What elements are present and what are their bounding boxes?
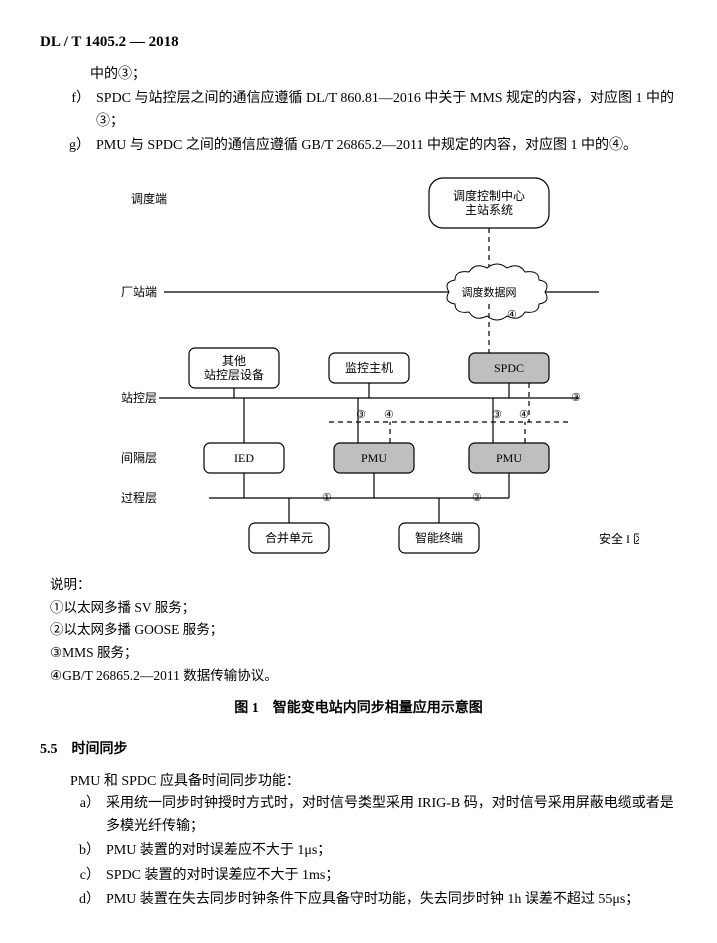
svg-text:合并单元: 合并单元 <box>264 530 312 545</box>
svg-text:站控层: 站控层 <box>120 391 156 405</box>
diagram-legend: 说明： ①以太网多播 SV 服务；②以太网多播 GOOSE 服务；③MMS 服务… <box>50 574 677 689</box>
legend-item: ①以太网多播 SV 服务； <box>50 597 677 620</box>
list-item-text: 采用统一同步时钟授时方式时，对时信号类型采用 IRIG-B 码，对时信号采用屏蔽… <box>106 793 677 838</box>
document-number: DL / T 1405.2 — 2018 <box>40 30 677 54</box>
svg-text:厂站端: 厂站端 <box>120 285 156 299</box>
svg-text:③: ③ <box>356 409 366 421</box>
list-item: g） PMU 与 SPDC 之间的通信应遵循 GB/T 26865.2—2011 … <box>60 135 677 157</box>
list-item: d） PMU 装置在失去同步时钟条件下应具备守时功能，失去同步时钟 1h 误差不超… <box>70 889 677 911</box>
svg-text:①: ① <box>322 492 332 504</box>
top-item-list: f）SPDC 与站控层之间的通信应遵循 DL/T 860.81—2016 中关于… <box>40 88 677 157</box>
list-item-label: c） <box>70 865 100 887</box>
svg-text:主站系统: 主站系统 <box>464 203 512 217</box>
legend-title: 说明： <box>50 574 677 597</box>
svg-text:站控层设备: 站控层设备 <box>203 368 263 382</box>
svg-text:④: ④ <box>384 409 394 421</box>
svg-text:其他: 其他 <box>221 354 245 368</box>
svg-text:过程层: 过程层 <box>120 490 156 505</box>
svg-text:调度控制中心: 调度控制中心 <box>452 188 524 203</box>
svg-text:PMU: PMU <box>495 451 521 465</box>
svg-text:③: ③ <box>492 409 502 421</box>
list-item: a）采用统一同步时钟授时方式时，对时信号类型采用 IRIG-B 码，对时信号采用… <box>70 793 677 838</box>
figure-caption: 图 1 智能变电站内同步相量应用示意图 <box>40 698 677 720</box>
list-item-text: SPDC 装置的对时误差应不大于 1ms； <box>106 865 677 887</box>
svg-text:PMU: PMU <box>360 451 386 465</box>
list-item: b） PMU 装置的对时误差应不大于 1μs； <box>70 840 677 862</box>
list-item-label: b） <box>70 840 100 862</box>
svg-text:调度端: 调度端 <box>130 191 166 206</box>
list-item-label: d） <box>70 889 100 911</box>
section-5-5-items: a）采用统一同步时钟授时方式时，对时信号类型采用 IRIG-B 码，对时信号采用… <box>40 793 677 911</box>
svg-text:安全 I 区: 安全 I 区 <box>599 531 639 546</box>
svg-text:智能终端: 智能终端 <box>414 530 462 545</box>
figure-1-diagram: 调度端厂站端 调度控制中心主站系统调度数据网 ④ 站控层 ③ 其他站控层设备 监控主机 SPD… <box>40 168 677 568</box>
list-item: c） SPDC 装置的对时误差应不大于 1ms； <box>70 865 677 887</box>
svg-text:③: ③ <box>571 392 581 404</box>
list-item-text: PMU 与 SPDC 之间的通信应遵循 GB/T 26865.2—2011 中规… <box>96 135 677 157</box>
svg-text:④: ④ <box>507 309 517 321</box>
continuation-line: 中的③； <box>90 64 677 86</box>
list-item-label: f） <box>60 88 90 133</box>
list-item-label: g） <box>60 135 90 157</box>
section-5-5-lead: PMU 和 SPDC 应具备时间同步功能： <box>70 771 677 793</box>
svg-text:SPDC: SPDC <box>493 361 523 375</box>
list-item-text: SPDC 与站控层之间的通信应遵循 DL/T 860.81—2016 中关于 M… <box>96 88 677 133</box>
svg-text:②: ② <box>472 492 482 504</box>
list-item: f）SPDC 与站控层之间的通信应遵循 DL/T 860.81—2016 中关于… <box>60 88 677 133</box>
list-item-text: PMU 装置在失去同步时钟条件下应具备守时功能，失去同步时钟 1h 误差不超过 … <box>106 889 677 911</box>
svg-text:④: ④ <box>519 409 529 421</box>
list-item-text: PMU 装置的对时误差应不大于 1μs； <box>106 840 677 862</box>
list-item-label: a） <box>70 793 100 838</box>
svg-text:IED: IED <box>234 451 254 465</box>
section-5-5-heading: 5.5 时间同步 <box>40 739 677 761</box>
legend-item: ②以太网多播 GOOSE 服务； <box>50 619 677 642</box>
svg-text:监控主机: 监控主机 <box>344 361 392 375</box>
legend-item: ④GB/T 26865.2—2011 数据传输协议。 <box>50 665 677 688</box>
legend-item: ③MMS 服务； <box>50 642 677 665</box>
diagram-svg: 调度端厂站端 调度控制中心主站系统调度数据网 ④ 站控层 ③ 其他站控层设备 监控主机 SPD… <box>79 168 639 568</box>
svg-text:调度数据网: 调度数据网 <box>461 285 516 299</box>
svg-text:间隔层: 间隔层 <box>120 451 156 465</box>
